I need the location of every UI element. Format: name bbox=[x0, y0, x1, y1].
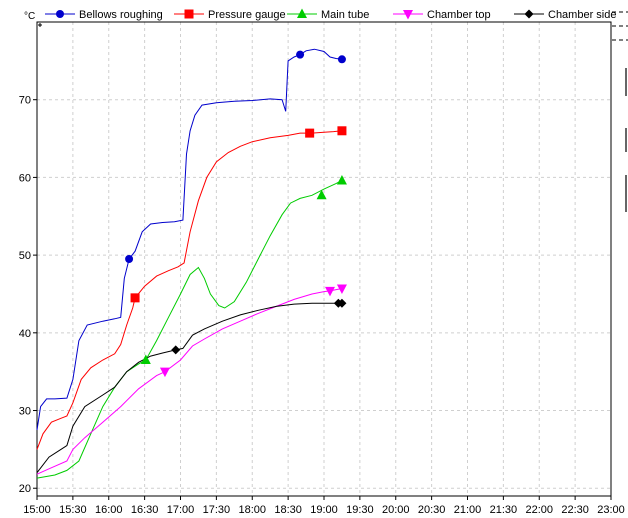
y-tick-label: 50 bbox=[19, 250, 31, 262]
x-tick-label: 21:30 bbox=[490, 504, 518, 516]
x-tick-label: 18:30 bbox=[274, 504, 302, 516]
legend-label: Pressure gauge bbox=[208, 9, 286, 21]
x-tick-label: 20:00 bbox=[382, 504, 410, 516]
grid bbox=[37, 22, 611, 496]
x-tick-label: 16:30 bbox=[131, 504, 159, 516]
series-marker-1 bbox=[305, 128, 315, 138]
series-marker-2 bbox=[140, 354, 151, 365]
series-marker-4 bbox=[337, 298, 347, 308]
legend: Bellows roughing Pressure gauge Main tube C… bbox=[45, 8, 616, 21]
x-tick-label: 17:30 bbox=[203, 504, 231, 516]
series-marker-0 bbox=[296, 50, 305, 59]
x-tick-label: 16:00 bbox=[95, 504, 123, 516]
x-tick-label: 15:30 bbox=[59, 504, 87, 516]
x-tick-label: 19:00 bbox=[310, 504, 338, 516]
series-marker-2 bbox=[336, 175, 347, 185]
x-tick-label: 22:00 bbox=[525, 504, 553, 516]
legend-marker bbox=[524, 9, 534, 19]
x-axis: 15:00 15:30 16:00 16:30 17:00 17:30 18:00 18:30… bbox=[23, 496, 625, 516]
y-tick-label: 40 bbox=[19, 328, 31, 340]
series-marker-4 bbox=[171, 345, 181, 355]
series-line-2 bbox=[36, 180, 343, 479]
series-line-3 bbox=[36, 288, 342, 475]
series-marker-0 bbox=[125, 255, 134, 263]
series-marker-1 bbox=[337, 126, 347, 136]
legend-marker bbox=[56, 10, 64, 18]
x-tick-label: 19:30 bbox=[346, 504, 374, 516]
x-tick-label: 22:30 bbox=[561, 504, 589, 516]
series-marker-3 bbox=[159, 367, 170, 378]
x-tick-label: 15:00 bbox=[23, 504, 51, 516]
legend-label: Main tube bbox=[321, 9, 369, 21]
y-tick-label: 60 bbox=[19, 172, 31, 184]
series-marker-0 bbox=[337, 55, 346, 64]
right-edge-decorations bbox=[38, 11, 628, 212]
y-tick-label: 30 bbox=[19, 406, 31, 418]
series-marker-3 bbox=[336, 284, 347, 295]
x-tick-label: 21:00 bbox=[454, 504, 482, 516]
legend-label: Bellows roughing bbox=[79, 9, 163, 21]
series-marker-3 bbox=[324, 286, 335, 297]
x-tick-label: 18:00 bbox=[238, 504, 266, 516]
series-marker-2 bbox=[316, 189, 327, 200]
legend-label: Chamber side bbox=[548, 9, 616, 21]
legend-marker bbox=[403, 10, 413, 20]
series-lines bbox=[36, 48, 343, 479]
legend-marker bbox=[297, 8, 307, 18]
series-markers bbox=[125, 50, 347, 378]
series-line-0 bbox=[36, 48, 342, 431]
x-tick-label: 23:00 bbox=[597, 504, 625, 516]
series-marker-1 bbox=[130, 293, 140, 303]
x-tick-label: 20:30 bbox=[418, 504, 446, 516]
y-tick-label: 20 bbox=[19, 483, 31, 495]
series-line-4 bbox=[36, 302, 342, 474]
legend-label: Chamber top bbox=[427, 9, 491, 21]
y-tick-label: 70 bbox=[19, 95, 31, 107]
y-axis-unit-label: °C bbox=[24, 11, 35, 22]
y-axis: 20 30 40 50 60 70 bbox=[19, 95, 37, 495]
x-tick-label: 17:00 bbox=[167, 504, 195, 516]
series-line-1 bbox=[36, 130, 342, 450]
legend-marker bbox=[184, 9, 194, 19]
